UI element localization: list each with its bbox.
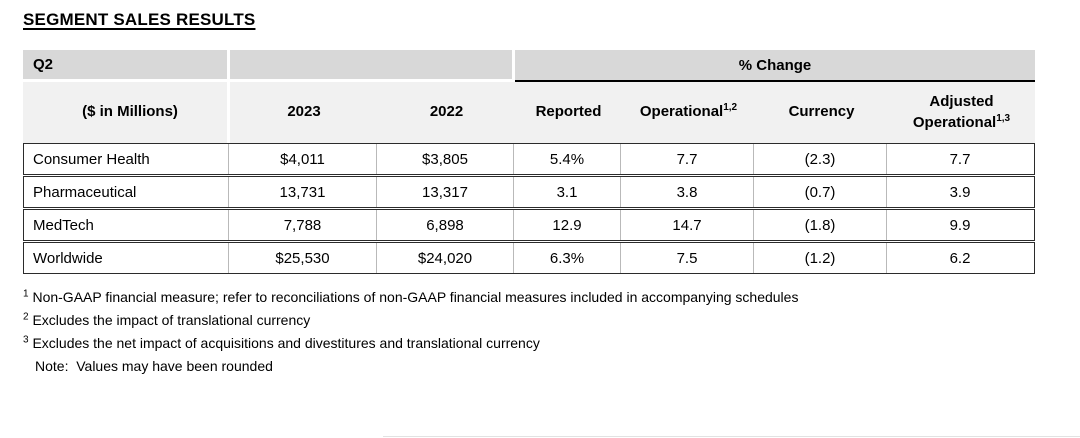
footnote-3: 3 Excludes the net impact of acquisition… <box>23 334 540 351</box>
value-2023: 13,731 <box>228 177 376 207</box>
value-currency: (2.3) <box>753 144 886 174</box>
page-edge-line <box>383 436 1080 437</box>
col-header-operational: Operational1,2 <box>622 82 755 143</box>
col-header-reported: Reported <box>515 82 622 143</box>
value-adjusted-operational: 6.2 <box>886 243 1033 273</box>
value-2023: $25,530 <box>228 243 376 273</box>
value-operational: 7.5 <box>620 243 753 273</box>
footnote-note: Note: Values may have been rounded <box>35 358 273 374</box>
segment-label: Worldwide <box>33 249 103 267</box>
col-header-2023: 2023 <box>230 82 378 143</box>
col-header-row-label: ($ in Millions) <box>23 82 230 143</box>
value-2022: $3,805 <box>376 144 513 174</box>
segment-label: Pharmaceutical <box>33 183 137 201</box>
table-row-medtech: MedTech 7,788 6,898 12.9 14.7 (1.8) 9.9 <box>23 209 1035 241</box>
header-spacer <box>230 50 515 82</box>
value-currency: (1.2) <box>753 243 886 273</box>
table-row-consumer-health: Consumer Health $4,011 $3,805 5.4% 7.7 (… <box>23 143 1035 175</box>
footnote-1: 1 Non-GAAP financial measure; refer to r… <box>23 288 799 305</box>
col-header-adjusted-operational: Adjusted Operational1,3 <box>888 82 1035 143</box>
value-2023: $4,011 <box>228 144 376 174</box>
footnote-3-marker: 3 <box>23 334 29 346</box>
segment-label: MedTech <box>33 216 94 234</box>
value-reported: 6.3% <box>513 243 620 273</box>
pct-change-group-header: % Change <box>515 50 1035 82</box>
footnote-1-marker: 1 <box>23 288 29 300</box>
value-2022: 13,317 <box>376 177 513 207</box>
table-row-worldwide: Worldwide $25,530 $24,020 6.3% 7.5 (1.2)… <box>23 242 1035 274</box>
table-header-band: Q2 % Change <box>23 50 1035 82</box>
value-2023: 7,788 <box>228 210 376 240</box>
value-adjusted-operational: 9.9 <box>886 210 1033 240</box>
value-reported: 12.9 <box>513 210 620 240</box>
table-row-pharmaceutical: Pharmaceutical 13,731 13,317 3.1 3.8 (0.… <box>23 176 1035 208</box>
value-operational: 7.7 <box>620 144 753 174</box>
page-title: SEGMENT SALES RESULTS <box>23 10 256 29</box>
value-adjusted-operational: 7.7 <box>886 144 1033 174</box>
segment-sales-table: Q2 % Change ($ in Millions) 2023 2022 Re… <box>23 50 1035 274</box>
adjusted-footnote-marker: 1,3 <box>996 112 1011 124</box>
col-header-2022: 2022 <box>378 82 515 143</box>
value-currency: (1.8) <box>753 210 886 240</box>
value-operational: 14.7 <box>620 210 753 240</box>
segment-label: Consumer Health <box>33 150 150 168</box>
footnote-2: 2 Excludes the impact of translational c… <box>23 311 311 328</box>
value-operational: 3.8 <box>620 177 753 207</box>
value-reported: 3.1 <box>513 177 620 207</box>
operational-footnote-marker: 1,2 <box>723 102 738 114</box>
table-body: Consumer Health $4,011 $3,805 5.4% 7.7 (… <box>23 143 1035 274</box>
value-2022: 6,898 <box>376 210 513 240</box>
footnote-2-marker: 2 <box>23 311 29 323</box>
value-currency: (0.7) <box>753 177 886 207</box>
footnotes: 1 Non-GAAP financial measure; refer to r… <box>23 286 798 378</box>
col-header-currency: Currency <box>755 82 888 143</box>
table-column-headers: ($ in Millions) 2023 2022 Reported Opera… <box>23 82 1035 143</box>
value-2022: $24,020 <box>376 243 513 273</box>
quarter-header: Q2 <box>23 50 230 82</box>
value-reported: 5.4% <box>513 144 620 174</box>
value-adjusted-operational: 3.9 <box>886 177 1033 207</box>
